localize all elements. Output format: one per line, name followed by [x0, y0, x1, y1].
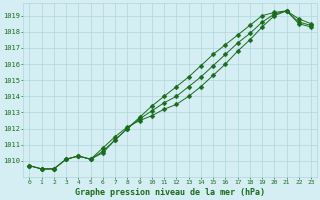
- X-axis label: Graphe pression niveau de la mer (hPa): Graphe pression niveau de la mer (hPa): [75, 188, 265, 197]
